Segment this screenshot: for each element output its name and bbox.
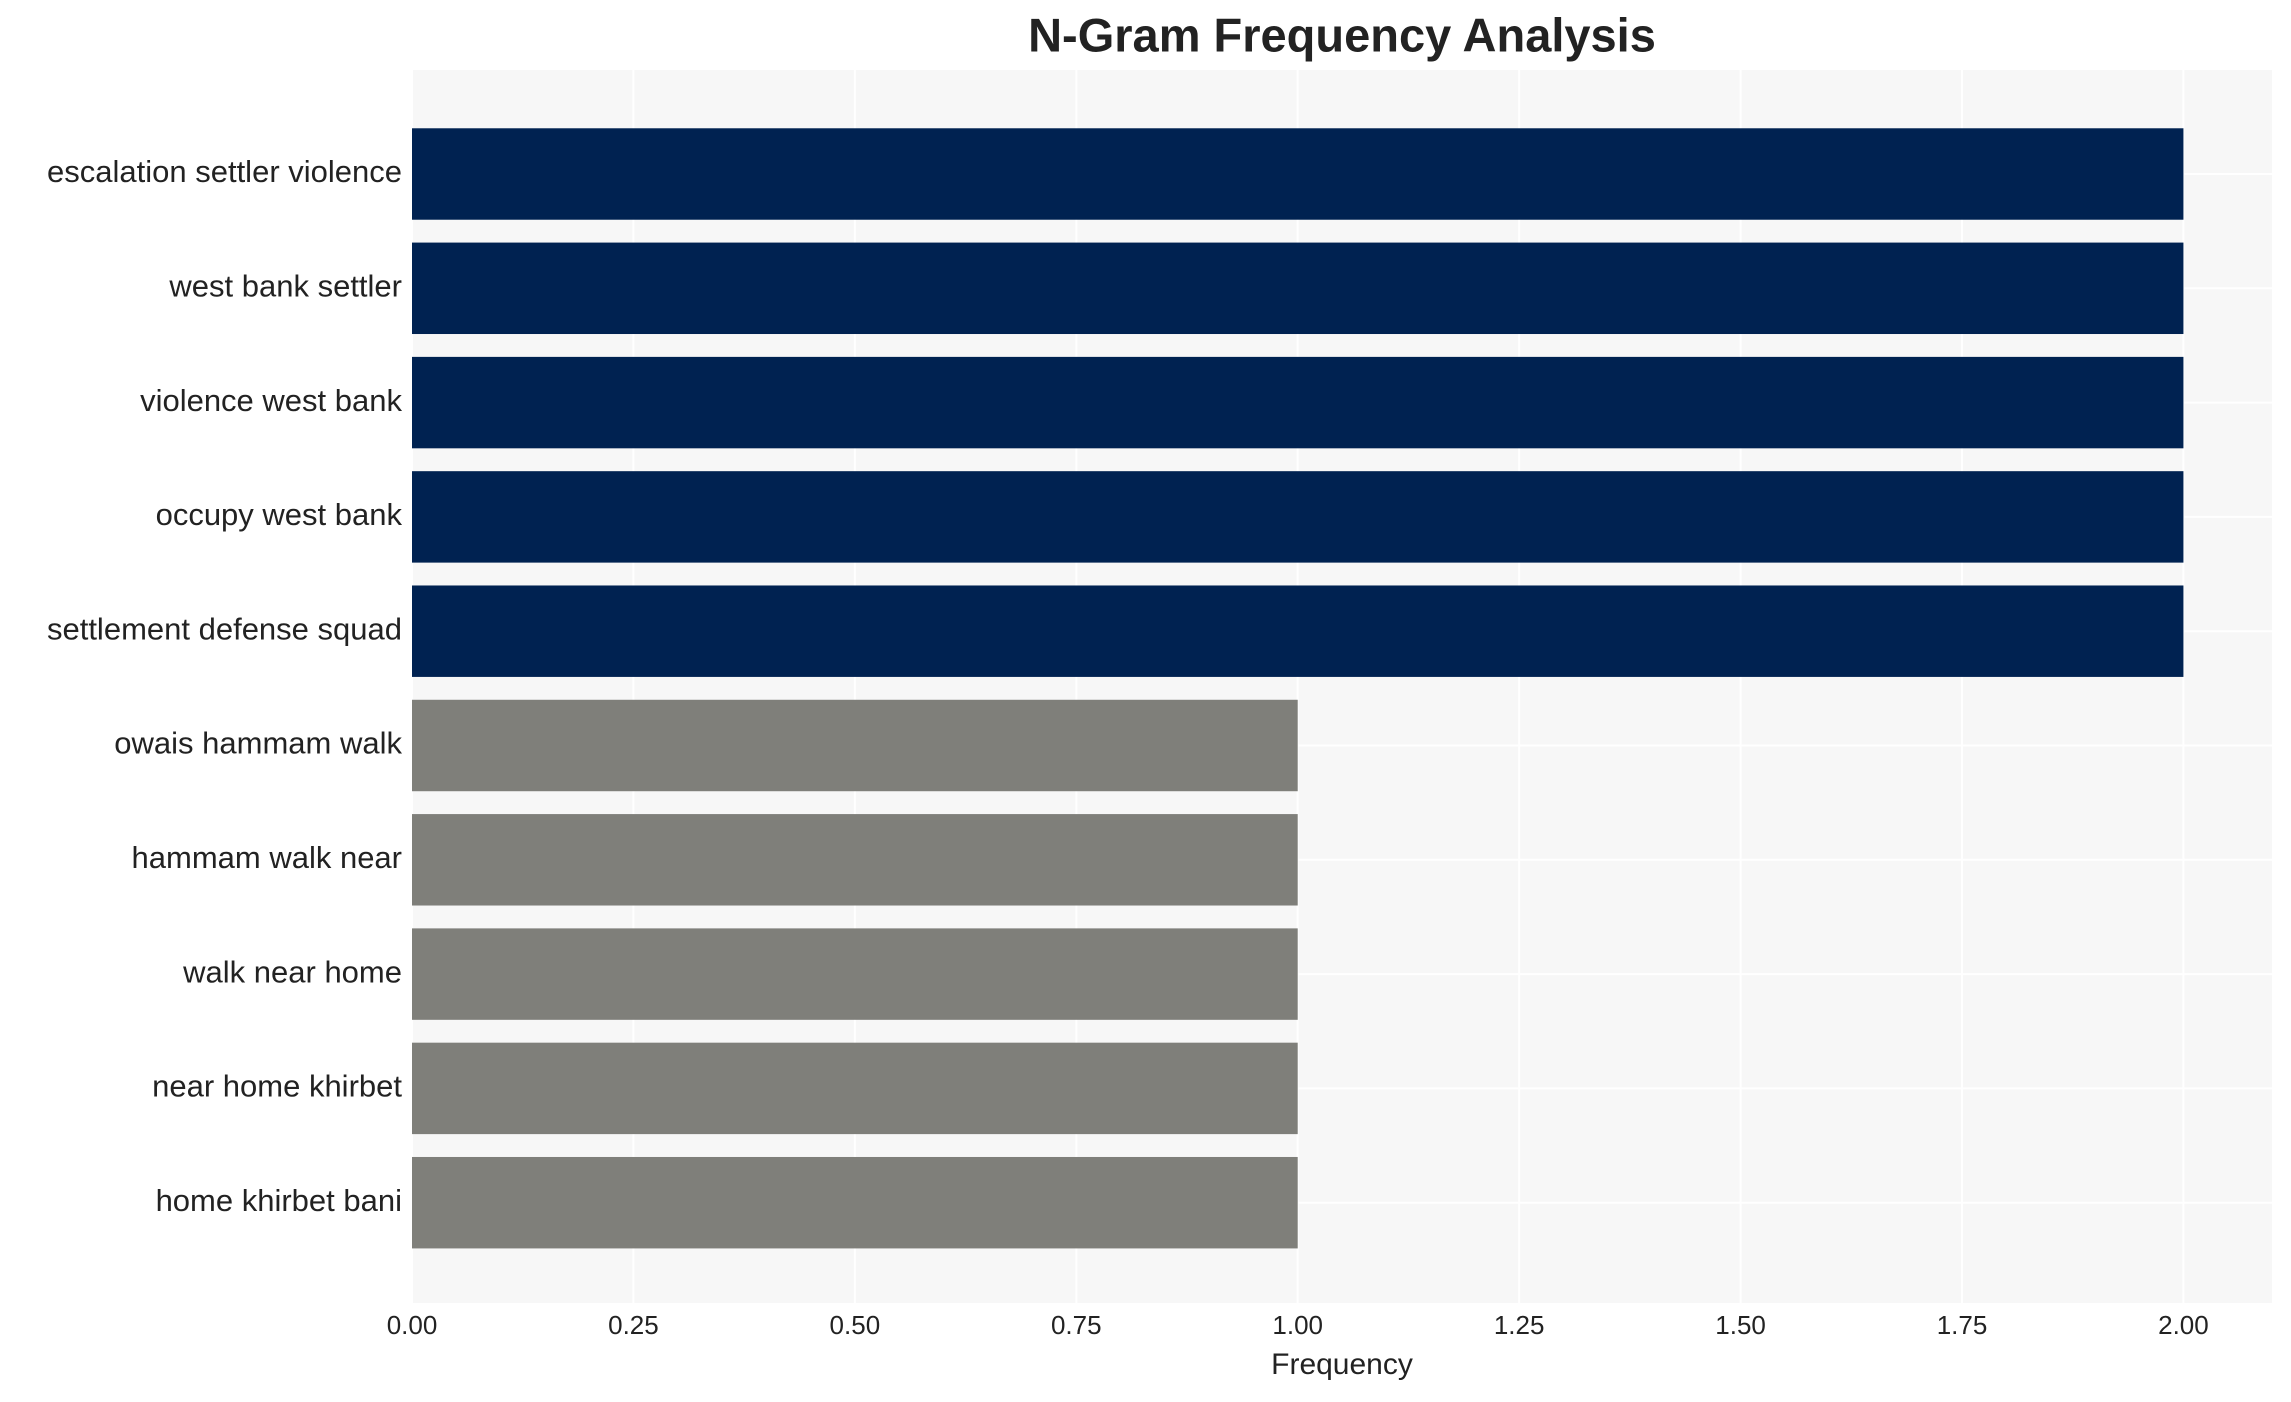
y-tick-label: violence west bank [140, 383, 402, 418]
y-tick-label: home khirbet bani [156, 1183, 402, 1218]
x-tick-label: 2.00 [2158, 1310, 2209, 1340]
y-tick-label: owais hammam walk [114, 726, 402, 761]
y-tick-label: walk near home [182, 954, 402, 989]
x-tick-label: 1.50 [1715, 1310, 1766, 1340]
y-tick-label: near home khirbet [152, 1069, 402, 1104]
x-tick-label: 0.75 [1051, 1310, 1102, 1340]
bar [412, 356, 2184, 449]
y-tick-label: occupy west bank [156, 497, 403, 532]
chart-title: N-Gram Frequency Analysis [1028, 8, 1656, 61]
bar [412, 928, 1298, 1020]
y-tick-label: settlement defense squad [47, 611, 402, 646]
x-tick-label: 0.50 [830, 1310, 881, 1340]
x-axis-label: Frequency [1271, 1348, 1413, 1381]
x-tick-label: 0.25 [608, 1310, 659, 1340]
x-tick-label: 1.00 [1272, 1310, 1323, 1340]
bar [412, 585, 2184, 677]
bar [412, 128, 2184, 220]
bar [412, 814, 1298, 906]
x-tick-label: 1.25 [1494, 1310, 1545, 1340]
bar [412, 242, 2184, 335]
y-tick-label: west bank settler [168, 268, 402, 303]
bar [412, 1156, 1298, 1249]
bar [412, 471, 2184, 563]
x-tick-label: 0.00 [387, 1310, 438, 1340]
y-tick-label: escalation settler violence [47, 154, 402, 189]
x-tick-label: 1.75 [1937, 1310, 1988, 1340]
y-tick-label: hammam walk near [132, 840, 402, 875]
bar [412, 1042, 1298, 1135]
bar [412, 699, 1298, 792]
